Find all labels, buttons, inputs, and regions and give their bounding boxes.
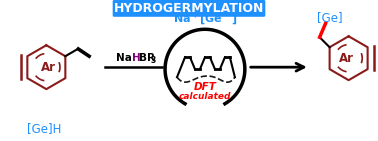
Text: BR: BR [139,53,155,63]
Text: 3: 3 [150,56,155,65]
Text: [Ge]H: [Ge]H [27,122,62,135]
Text: [Ge]: [Ge] [317,11,342,24]
Text: HYDROGERMYLATION: HYDROGERMYLATION [114,2,264,15]
Text: Ar: Ar [339,52,354,65]
FancyBboxPatch shape [113,0,265,17]
Text: Na: Na [116,53,132,63]
Text: DFT: DFT [194,82,216,92]
Text: calculated: calculated [179,92,231,101]
Text: Ar: Ar [41,61,56,74]
Text: Na$^+$[Ge$^-$]: Na$^+$[Ge$^-$] [173,10,237,27]
Text: H: H [132,53,141,63]
